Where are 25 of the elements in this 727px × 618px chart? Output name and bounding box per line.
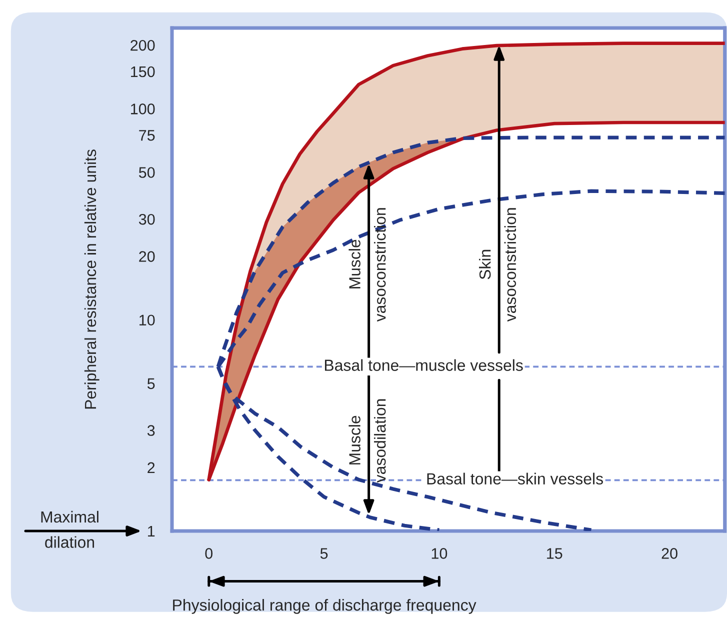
text: Maximal dilation xyxy=(41,510,98,548)
y-tick-label: 1 xyxy=(148,526,155,537)
y-tick-label: 100 xyxy=(131,104,155,114)
ref-line-label: Basal tone—muscle vessels xyxy=(324,359,523,371)
y-tick-label: 150 xyxy=(131,66,155,78)
y-tick-label: 75 xyxy=(139,130,155,141)
annotation: Muscle vasodilation xyxy=(348,399,386,483)
x-tick-label: 5 xyxy=(320,548,328,559)
y-tick-label: 2 xyxy=(148,462,155,473)
text: Physiological range of discharge frequency xyxy=(173,598,476,614)
y-tick-label: 10 xyxy=(140,314,155,326)
ref-line-label: Basal tone—skin vessels xyxy=(427,472,603,484)
annotation: Skin vasoconstriction xyxy=(479,208,516,322)
y-tick-label: 5 xyxy=(147,378,155,390)
x-tick-label: 15 xyxy=(547,548,562,559)
x-tick-label: 10 xyxy=(432,548,448,559)
x-tick-label: 0 xyxy=(205,548,213,559)
y-tick-label: 3 xyxy=(147,425,155,436)
y-axis-title: Peripheral resistance in relative units xyxy=(84,150,100,409)
annotation: Muscle vasoconstriction xyxy=(348,208,386,322)
y-tick-label: 200 xyxy=(130,40,155,51)
y-tick-label: 20 xyxy=(139,251,155,262)
x-tick-label: 20 xyxy=(662,548,678,559)
y-tick-label: 30 xyxy=(138,214,155,225)
y-tick-label: 50 xyxy=(138,167,155,178)
